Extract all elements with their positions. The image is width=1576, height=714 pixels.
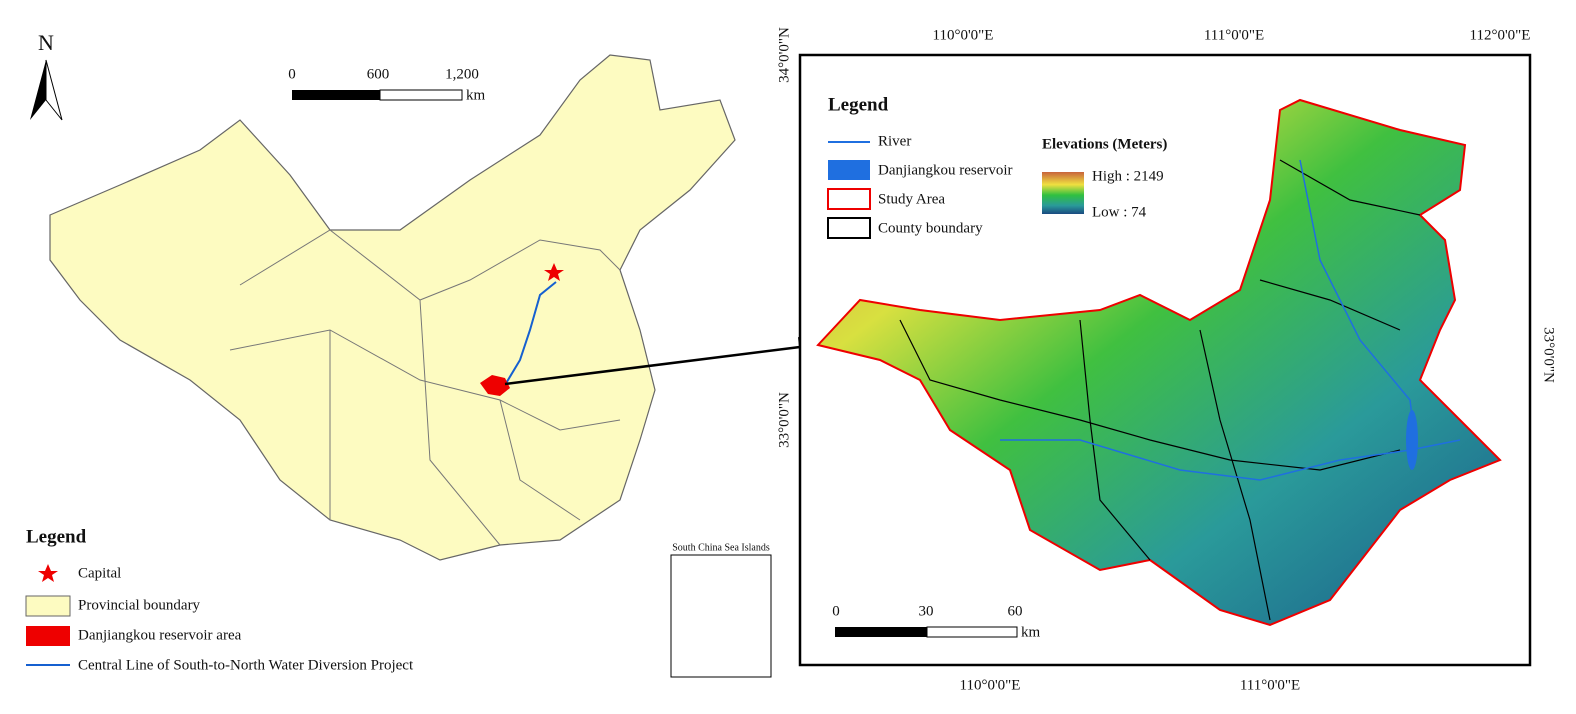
north-arrow <box>30 60 46 120</box>
left-map: N 0 600 1,200 km South China Sea Islands… <box>25 30 818 678</box>
capital-star <box>544 263 564 281</box>
elevation-ramp <box>1042 172 1084 214</box>
scale-bar <box>835 627 927 637</box>
scale-bar <box>379 89 463 101</box>
scale-bar <box>926 626 1018 638</box>
longitude-label: 111°0'0"E <box>1240 677 1300 693</box>
scale-label: 0 <box>832 603 840 619</box>
scale-label: 600 <box>367 66 390 82</box>
legend-label: Provincial boundary <box>78 597 201 613</box>
scale-label: 1,200 <box>445 66 479 82</box>
legend-swatch <box>827 217 871 239</box>
inset-frame <box>670 554 772 678</box>
legend-label: Central Line of South-to-North Water Div… <box>78 657 414 673</box>
legend-label: Danjiangkou reservoir area <box>78 627 242 643</box>
province-lines <box>499 399 581 521</box>
right-map: 110°0'0"E 111°0'0"E 112°0'0"E 110°0'0"E … <box>776 27 1556 693</box>
scale-label: 0 <box>288 66 296 82</box>
elevation-title: Elevations (Meters) <box>1042 136 1167 152</box>
pointer-arrow <box>504 345 801 386</box>
legend-label: Capital <box>78 565 121 581</box>
elevation-high: High : 2149 <box>1092 168 1164 184</box>
county-lines <box>1259 279 1401 331</box>
scale-unit: km <box>466 87 486 103</box>
legend-label: Danjiangkou reservoir <box>878 162 1013 178</box>
legend-title: Legend <box>828 94 889 115</box>
scale-label: 30 <box>919 603 934 619</box>
longitude-label: 111°0'0"E <box>1204 27 1264 43</box>
north-arrow <box>45 59 63 121</box>
reservoir <box>1406 410 1418 470</box>
longitude-label: 110°0'0"E <box>960 677 1021 693</box>
latitude-label: 33°0'0"N <box>1541 327 1557 383</box>
legend-swatch <box>827 188 871 210</box>
legend-star <box>38 564 58 582</box>
province-lines <box>419 299 501 546</box>
scale-label: 60 <box>1008 603 1023 619</box>
legend-label: River <box>878 133 911 149</box>
legend-swatch <box>828 160 870 180</box>
scale-bar <box>292 90 380 100</box>
latitude-label: 33°0'0"N <box>776 392 792 448</box>
inset-title: South China Sea Islands <box>672 542 770 553</box>
scale-unit: km <box>1021 624 1041 640</box>
county-lines <box>1079 319 1151 561</box>
legend-swatch <box>25 595 71 617</box>
legend-swatch <box>26 626 70 646</box>
legend-label: Study Area <box>878 191 945 207</box>
legend-label: County boundary <box>878 220 983 236</box>
china-outline <box>49 54 736 561</box>
longitude-label: 110°0'0"E <box>933 27 994 43</box>
longitude-label: 112°0'0"E <box>1470 27 1531 43</box>
county-lines <box>1199 329 1271 621</box>
province-lines <box>229 329 621 431</box>
reservoir-area <box>480 375 510 396</box>
north-label: N <box>38 30 54 55</box>
study-area <box>816 98 1502 627</box>
elevation-low: Low : 74 <box>1092 204 1147 220</box>
latitude-label: 34°0'0"N <box>776 27 792 83</box>
province-lines <box>239 229 621 301</box>
legend-title: Legend <box>26 526 87 547</box>
